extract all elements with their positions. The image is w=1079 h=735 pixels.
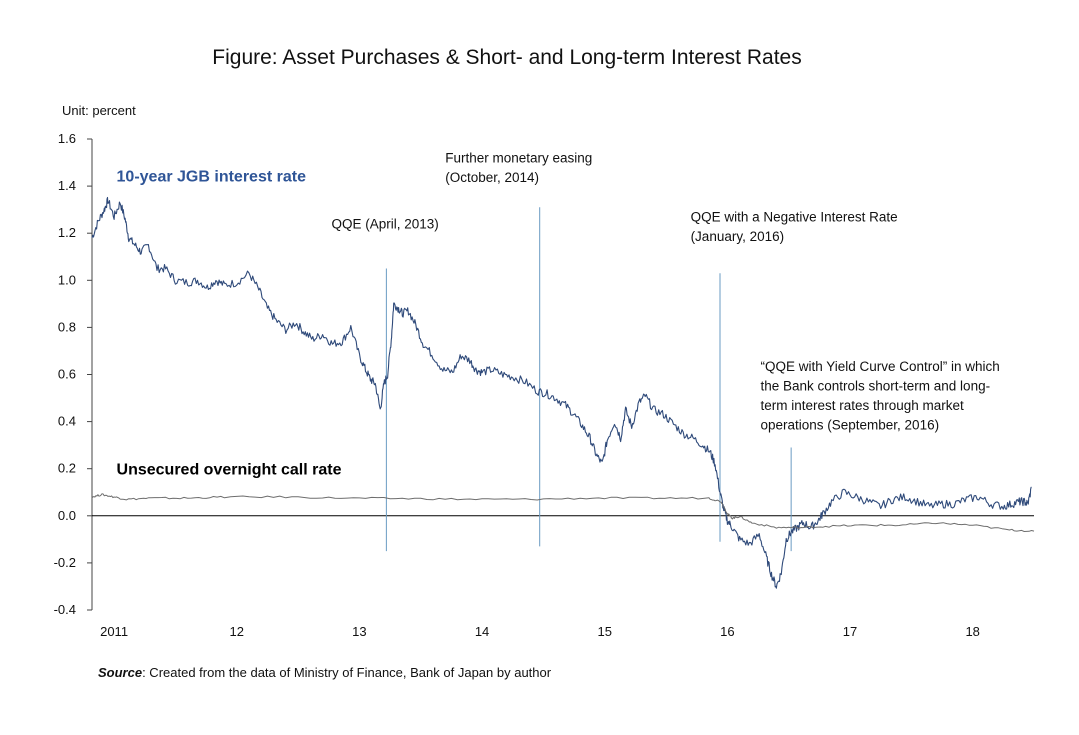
x-tick-label: 14 <box>475 624 489 639</box>
annotation-line: the Bank controls short-term and long- <box>760 378 990 393</box>
x-tick-label: 18 <box>965 624 979 639</box>
y-tick-label: -0.4 <box>54 602 76 617</box>
annotation: Further monetary easing (October, 2014) <box>445 151 592 186</box>
series-line-call-rate <box>91 493 1035 532</box>
x-tick-label: 2011 <box>100 624 128 639</box>
unit-label: Unit: percent <box>62 103 136 118</box>
y-tick-label: 1.4 <box>58 178 76 193</box>
axes: 1.6 1.4 1.2 1.0 0.8 0.6 0.4 0.2 0.0 -0.2 -0.4 2011 1… <box>54 131 1034 639</box>
series-label-jgb: 10-year JGB interest rate <box>117 168 307 185</box>
chart-title: Figure: Asset Purchases & Short- and Lon… <box>212 46 801 69</box>
annotation: QQE (April, 2013) <box>332 216 439 231</box>
x-tick-label: 13 <box>352 624 366 639</box>
annotation-line: (October, 2014) <box>445 170 539 185</box>
source-text: : Created from the data of Ministry of F… <box>142 665 552 680</box>
series-line-jgb <box>91 196 1032 589</box>
annotation: QQE with a Negative Interest Rate (Januar… <box>691 209 898 244</box>
series-labels: 10-year JGB interest rate Unsecured overn… <box>117 168 342 478</box>
annotation-line: Further monetary easing <box>445 151 592 166</box>
y-tick-label: 0.6 <box>58 367 76 382</box>
y-tick-label: 0.4 <box>58 414 76 429</box>
y-tick-label: -0.2 <box>54 555 76 570</box>
source-label: Source <box>98 665 143 680</box>
y-tick-label: 0.0 <box>58 508 76 523</box>
series-label-call-rate: Unsecured overnight call rate <box>117 462 342 479</box>
y-tick-label: 0.8 <box>58 319 76 334</box>
x-tick-label: 17 <box>843 624 857 639</box>
annotation-line: operations (September, 2016) <box>760 417 939 432</box>
annotation-line: (January, 2016) <box>691 229 785 244</box>
series-lines <box>91 196 1035 589</box>
annotation-line: QQE (April, 2013) <box>332 216 439 231</box>
y-tick-label: 1.6 <box>58 131 76 146</box>
annotation-line: term interest rates through market <box>760 398 964 413</box>
event-lines <box>385 207 792 552</box>
x-tick-label: 15 <box>597 624 611 639</box>
annotation-line: “QQE with Yield Curve Control” in which <box>760 359 999 374</box>
annotation-line: QQE with a Negative Interest Rate <box>691 209 898 224</box>
x-tick-label: 16 <box>720 624 734 639</box>
y-tick-label: 0.2 <box>58 461 76 476</box>
annotations: QQE (April, 2013) Further monetary easing… <box>332 151 1000 433</box>
y-tick-label: 1.2 <box>58 225 76 240</box>
y-tick-label: 1.0 <box>58 272 76 287</box>
x-tick-label: 12 <box>230 624 244 639</box>
annotation: “QQE with Yield Curve Control” in which t… <box>760 359 999 433</box>
source-note: Source: Created from the data of Ministr… <box>98 665 551 680</box>
